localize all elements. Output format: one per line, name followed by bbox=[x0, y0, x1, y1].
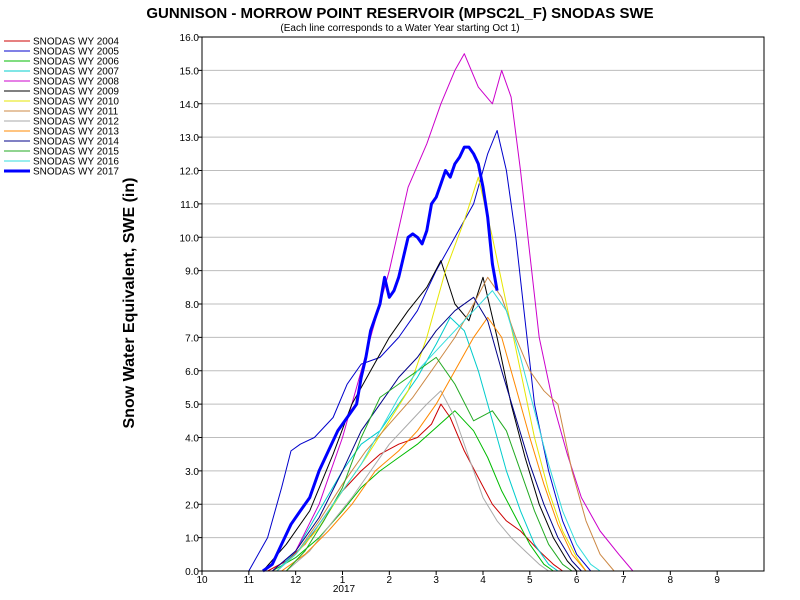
y-tick-label: 0.0 bbox=[185, 567, 199, 578]
series-line bbox=[248, 130, 592, 572]
y-tick-label: 9.0 bbox=[185, 267, 199, 278]
legend-label: SNODAS WY 2008 bbox=[33, 77, 119, 88]
x-tick-label: 2 bbox=[387, 575, 393, 586]
y-tick-label: 6.0 bbox=[185, 367, 199, 378]
series-layer bbox=[248, 53, 634, 573]
x-axis-year-label: 2017 bbox=[333, 584, 356, 595]
x-tick-label: 12 bbox=[290, 575, 302, 586]
series-line bbox=[285, 390, 549, 572]
y-axis-label: Snow Water Equivalent, SWE (in) bbox=[121, 178, 138, 429]
y-tick-label: 5.0 bbox=[185, 400, 199, 411]
y-tick-label: 14.0 bbox=[180, 100, 200, 111]
y-tick-label: 1.0 bbox=[185, 534, 199, 545]
series-line bbox=[276, 176, 587, 572]
legend-label: SNODAS WY 2005 bbox=[33, 47, 119, 58]
legend-label: SNODAS WY 2006 bbox=[33, 57, 119, 68]
x-ticks: 10 11 12 1 2 3 4 5 6 7 8 9 bbox=[196, 571, 720, 586]
x-tick-label: 9 bbox=[714, 575, 720, 586]
legend-label: SNODAS WY 2015 bbox=[33, 147, 119, 158]
x-tick-label: 1 bbox=[340, 575, 346, 586]
series-line bbox=[276, 316, 559, 572]
series-line bbox=[262, 145, 499, 573]
legend-label: SNODAS WY 2017 bbox=[33, 167, 119, 178]
y-tick-label: 13.0 bbox=[180, 133, 200, 144]
y-tick-label: 4.0 bbox=[185, 434, 199, 445]
series-line bbox=[262, 260, 578, 572]
series-line bbox=[276, 290, 601, 572]
series-line bbox=[272, 410, 554, 572]
legend-label: SNODAS WY 2007 bbox=[33, 67, 119, 78]
x-tick-label: 8 bbox=[668, 575, 674, 586]
x-tick-label: 6 bbox=[574, 575, 580, 586]
series-line bbox=[276, 276, 615, 572]
y-tick-label: 3.0 bbox=[185, 467, 199, 478]
y-tick-label: 15.0 bbox=[180, 66, 200, 77]
y-tick-label: 2.0 bbox=[185, 500, 199, 511]
y-tick-label: 11.0 bbox=[180, 200, 199, 211]
y-tick-label: 12.0 bbox=[180, 167, 200, 178]
gridlines bbox=[202, 69, 764, 539]
x-tick-label: 11 bbox=[244, 575, 255, 586]
chart-title: GUNNISON - MORROW POINT RESERVOIR (MPSC2… bbox=[146, 5, 653, 22]
legend-label: SNODAS WY 2014 bbox=[33, 137, 119, 148]
series-line bbox=[281, 316, 587, 572]
x-tick-label: 5 bbox=[527, 575, 533, 586]
x-tick-label: 10 bbox=[196, 575, 208, 586]
y-ticks: 0.0 1.0 2.0 3.0 4.0 5.0 6.0 7.0 8.0 9.0 10.0 11.0 12… bbox=[180, 33, 202, 578]
y-tick-label: 10.0 bbox=[180, 233, 200, 244]
series-line bbox=[271, 296, 582, 572]
y-tick-label: 7.0 bbox=[185, 333, 199, 344]
legend-label: SNODAS WY 2011 bbox=[33, 107, 119, 118]
legend-label: SNODAS WY 2004 bbox=[33, 37, 119, 48]
legend-label: SNODAS WY 2016 bbox=[33, 157, 119, 168]
legend-label: SNODAS WY 2010 bbox=[33, 97, 119, 108]
chart-subtitle: (Each line corresponds to a Water Year s… bbox=[280, 23, 519, 34]
series-line bbox=[285, 356, 573, 572]
legend-label: SNODAS WY 2013 bbox=[33, 127, 119, 138]
x-tick-label: 4 bbox=[480, 575, 486, 586]
y-tick-label: 8.0 bbox=[185, 300, 199, 311]
x-tick-label: 7 bbox=[621, 575, 627, 586]
legend-label: SNODAS WY 2012 bbox=[33, 117, 119, 128]
legend-label: SNODAS WY 2009 bbox=[33, 87, 119, 98]
x-tick-label: 3 bbox=[433, 575, 439, 586]
y-tick-label: 16.0 bbox=[180, 33, 200, 44]
